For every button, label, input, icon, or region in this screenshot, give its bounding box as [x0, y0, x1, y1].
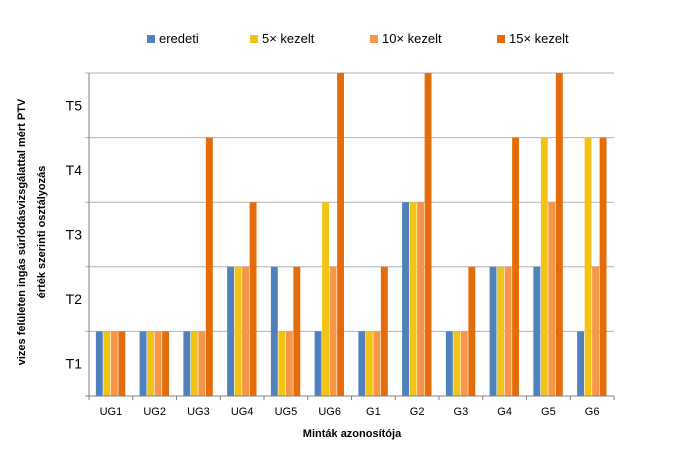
- x-tick-label: G4: [497, 406, 512, 418]
- x-tick-label: G6: [585, 406, 600, 418]
- axes-layer: [85, 73, 615, 400]
- y-tick-label: T5: [66, 97, 83, 113]
- x-axis-title: Minták azonosítója: [303, 428, 402, 440]
- bar-UG4-1: [234, 266, 242, 396]
- bar-G5-1: [540, 137, 548, 396]
- bar-UG6-0: [314, 331, 322, 396]
- bar-UG1-2: [110, 331, 118, 396]
- grid-layer: [85, 72, 614, 332]
- x-tick-label: G2: [410, 406, 425, 418]
- bar-G2-3: [424, 73, 432, 396]
- legend-label-3: 15× kezelt: [509, 31, 569, 46]
- bar-G6-2: [592, 266, 600, 396]
- x-tick-label: UG4: [231, 406, 254, 418]
- x-tick-label: G3: [454, 406, 469, 418]
- bar-UG5-3: [293, 266, 301, 396]
- y-tick-label: T2: [66, 291, 83, 307]
- bar-UG6-3: [337, 73, 345, 396]
- bar-G2-2: [417, 202, 425, 396]
- bar-UG1-3: [118, 331, 126, 396]
- y-tick-label: T3: [66, 227, 83, 243]
- bar-G1-3: [380, 266, 388, 396]
- x-tick-labels: UG1 UG2 UG3 UG4 UG5 UG6 G1 G2 G3 G4 G5 G6: [100, 406, 600, 418]
- bar-G3-3: [468, 266, 476, 396]
- bar-UG5-2: [285, 331, 293, 396]
- x-tick-label: UG1: [100, 406, 123, 418]
- legend-swatch-0: [147, 35, 155, 43]
- bar-G5-2: [548, 202, 556, 396]
- bar-UG6-2: [329, 266, 337, 396]
- bar-G3-2: [460, 331, 468, 396]
- bar-G4-1: [497, 266, 505, 396]
- x-tick-label: UG2: [143, 406, 166, 418]
- bar-G6-1: [584, 137, 592, 396]
- legend-swatch-1: [250, 35, 258, 43]
- bar-UG5-0: [270, 266, 278, 396]
- legend-swatch-3: [497, 35, 505, 43]
- bar-UG4-0: [227, 266, 235, 396]
- bar-UG5-1: [278, 331, 286, 396]
- y-tick-label: T4: [66, 162, 83, 178]
- bar-G4-2: [504, 266, 512, 396]
- bar-UG3-0: [183, 331, 191, 396]
- bar-G1-2: [373, 331, 381, 396]
- y-axis-title-line1: vizes felületen ingás súrlódásvizsgálatt…: [16, 98, 28, 365]
- y-axis-title-line2: érték szerinti osztályozás: [36, 166, 48, 299]
- bar-UG6-1: [322, 202, 330, 396]
- legend-swatch-2: [370, 35, 378, 43]
- bars-layer: [95, 73, 607, 396]
- bar-G5-0: [533, 266, 541, 396]
- bar-UG3-1: [190, 331, 198, 396]
- y-tick-labels: T1 T2 T3 T4 T5: [66, 97, 83, 371]
- bar-UG4-2: [242, 266, 250, 396]
- bar-UG2-3: [162, 331, 170, 396]
- bar-UG1-0: [95, 331, 103, 396]
- bar-UG2-0: [139, 331, 147, 396]
- x-tick-label: UG3: [187, 406, 210, 418]
- bar-UG2-1: [147, 331, 155, 396]
- bar-G5-3: [555, 73, 563, 396]
- bar-G3-1: [453, 331, 461, 396]
- bar-UG1-1: [103, 331, 111, 396]
- y-tick-label: T1: [66, 356, 83, 372]
- legend-label-1: 5× kezelt: [262, 31, 315, 46]
- bar-G6-3: [599, 137, 607, 396]
- bar-UG4-3: [249, 202, 257, 396]
- legend-label-0: eredeti: [159, 31, 199, 46]
- x-tick-label: UG5: [275, 406, 298, 418]
- x-tick-label: UG6: [318, 406, 341, 418]
- bar-G4-3: [512, 137, 520, 396]
- bar-UG3-3: [205, 137, 213, 396]
- legend-label-2: 10× kezelt: [382, 31, 442, 46]
- bar-G1-0: [358, 331, 366, 396]
- bar-G2-0: [402, 202, 410, 396]
- bar-UG3-2: [198, 331, 206, 396]
- x-tick-label: G5: [541, 406, 556, 418]
- legend: eredeti 5× kezelt 10× kezelt 15× kezelt: [147, 31, 569, 46]
- bar-G3-0: [445, 331, 453, 396]
- bar-UG2-2: [154, 331, 162, 396]
- x-tick-label: G1: [366, 406, 381, 418]
- bar-G6-0: [577, 331, 585, 396]
- bar-G2-1: [409, 202, 417, 396]
- bar-G4-0: [489, 266, 497, 396]
- bar-G1-1: [365, 331, 373, 396]
